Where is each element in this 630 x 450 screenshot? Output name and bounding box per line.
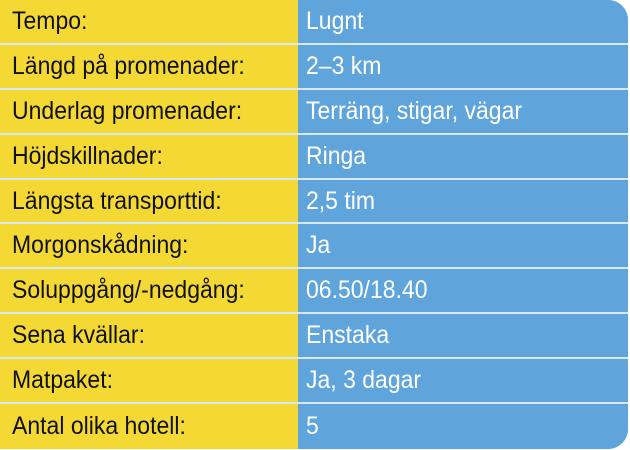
- row-label-cell: Antal olika hotell:: [0, 404, 298, 449]
- row-label: Höjdskillnader:: [12, 141, 163, 170]
- row-label-cell: Sena kvällar:: [0, 314, 298, 358]
- row-label: Matpaket:: [12, 366, 113, 395]
- row-value: 06.50/18.40: [306, 276, 428, 305]
- row-label-cell: Underlag promenader:: [0, 89, 298, 133]
- row-label-cell: Tempo:: [0, 0, 298, 43]
- row-value-cell: 06.50/18.40: [298, 269, 628, 313]
- row-value: Terräng, stigar, vägar: [306, 96, 523, 125]
- row-label: Tempo:: [12, 6, 88, 35]
- row-value-cell: Terräng, stigar, vägar: [298, 89, 628, 133]
- row-value: Lugnt: [306, 6, 364, 35]
- row-label: Antal olika hotell:: [12, 411, 186, 440]
- row-value-cell: 2,5 tim: [298, 179, 628, 223]
- row-label: Längsta transporttid:: [12, 186, 222, 215]
- row-value: Enstaka: [306, 321, 390, 350]
- row-label: Morgonskådning:: [12, 231, 189, 260]
- table-row: Soluppgång/-nedgång: 06.50/18.40: [0, 269, 628, 315]
- table-row: Längd på promenader: 2–3 km: [0, 44, 628, 90]
- row-label-cell: Höjdskillnader:: [0, 134, 298, 178]
- row-value-cell: Enstaka: [298, 314, 628, 358]
- row-label-cell: Morgonskådning:: [0, 224, 298, 268]
- row-value-cell: 2–3 km: [298, 44, 628, 88]
- row-value: Ja: [306, 231, 331, 260]
- row-label-cell: Matpaket:: [0, 359, 298, 403]
- table-row: Tempo: Lugnt: [0, 0, 628, 45]
- row-value-cell: Ja: [298, 224, 628, 268]
- row-value: 2,5 tim: [306, 186, 376, 215]
- row-label: Underlag promenader:: [12, 96, 243, 125]
- table-row: Höjdskillnader: Ringa: [0, 134, 628, 180]
- table-row: Längsta transporttid: 2,5 tim: [0, 179, 628, 225]
- row-label-cell: Längsta transporttid:: [0, 179, 298, 223]
- table-row: Antal olika hotell: 5: [0, 404, 628, 449]
- row-value-cell: Ringa: [298, 134, 628, 178]
- table-row: Sena kvällar: Enstaka: [0, 314, 628, 360]
- row-value: Ja, 3 dagar: [306, 366, 422, 395]
- row-value-cell: 5: [298, 404, 628, 449]
- row-label: Längd på promenader:: [12, 51, 245, 80]
- table-row: Underlag promenader: Terräng, stigar, väg…: [0, 89, 628, 135]
- row-value: 5: [306, 411, 319, 440]
- row-label-cell: Längd på promenader:: [0, 44, 298, 88]
- row-label: Sena kvällar:: [12, 321, 145, 350]
- row-label-cell: Soluppgång/-nedgång:: [0, 269, 298, 313]
- row-value: 2–3 km: [306, 51, 382, 80]
- table-row: Morgonskådning: Ja: [0, 224, 628, 270]
- row-value: Ringa: [306, 141, 367, 170]
- row-label: Soluppgång/-nedgång:: [12, 276, 245, 305]
- table-row: Matpaket: Ja, 3 dagar: [0, 359, 628, 405]
- row-value-cell: Lugnt: [298, 0, 628, 43]
- row-value-cell: Ja, 3 dagar: [298, 359, 628, 403]
